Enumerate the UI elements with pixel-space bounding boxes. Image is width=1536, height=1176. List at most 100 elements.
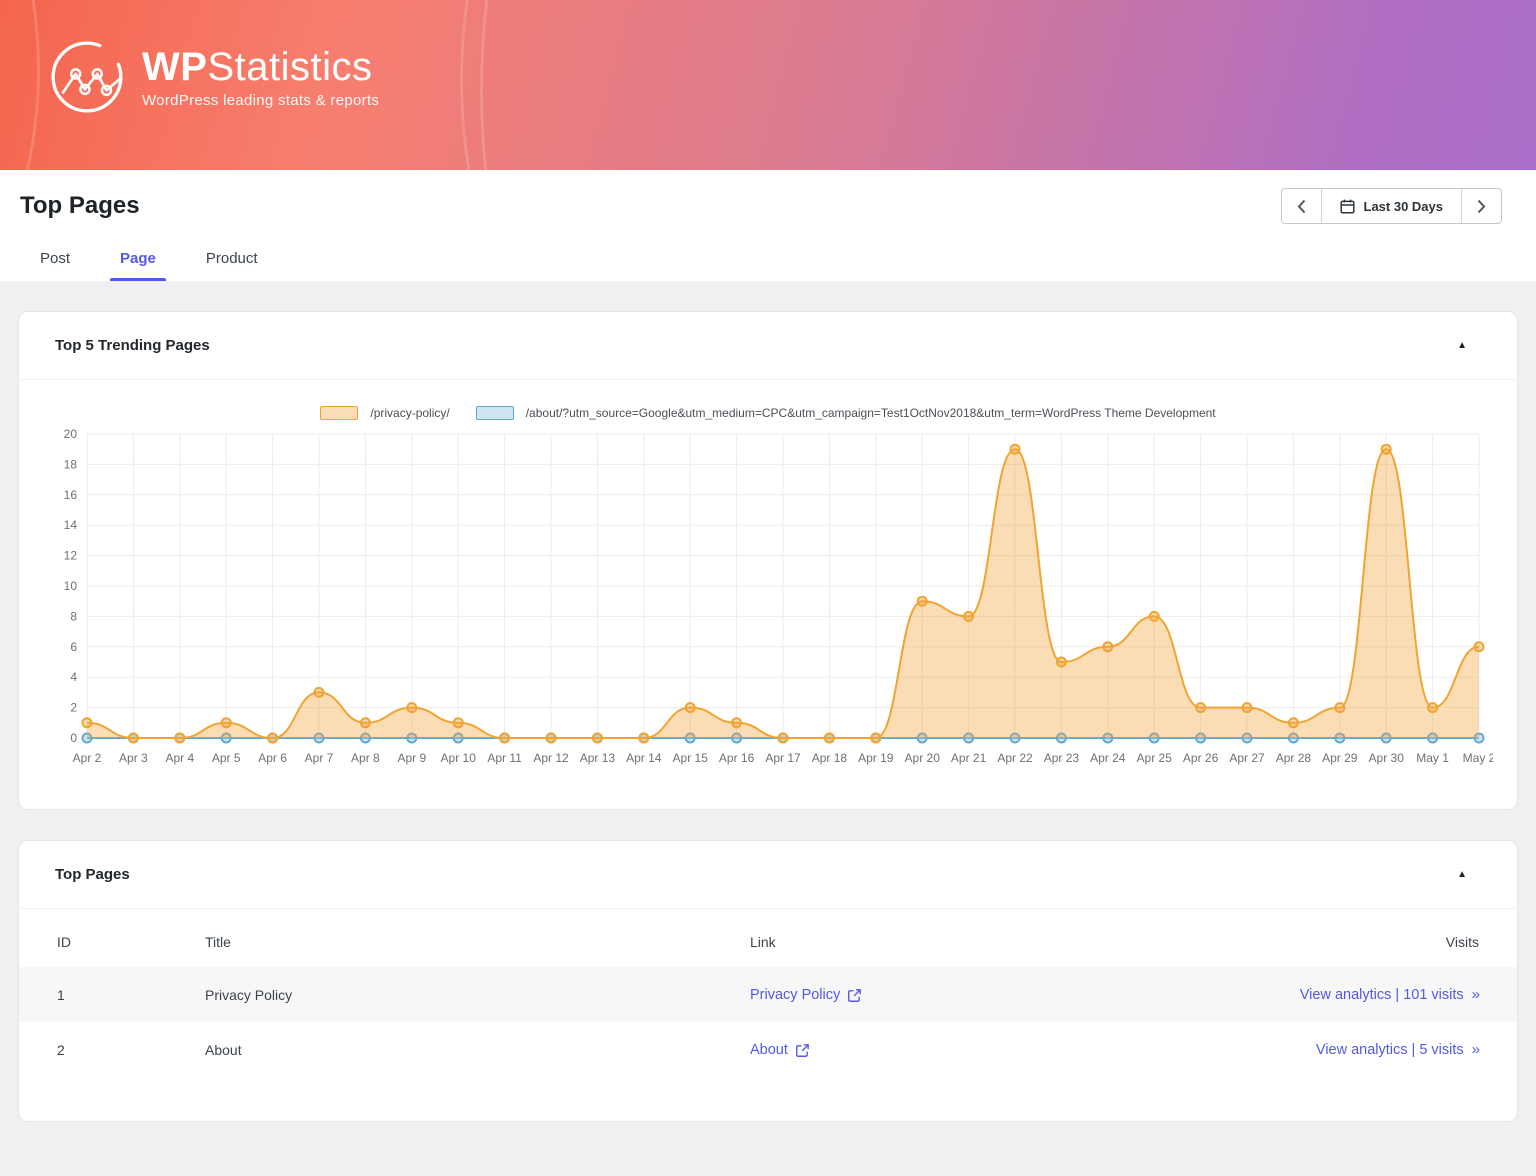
external-link-icon <box>848 988 862 1002</box>
legend-item[interactable]: /about/?utm_source=Google&utm_medium=CPC… <box>475 406 1216 420</box>
svg-text:Apr 28: Apr 28 <box>1276 751 1312 765</box>
page-link[interactable]: Privacy Policy <box>750 987 862 1003</box>
collapse-toggle-button[interactable]: ▲ <box>1443 336 1481 355</box>
main-content: Top 5 Trending Pages ▲ /privacy-policy//… <box>0 281 1536 1176</box>
view-analytics-link[interactable]: View analytics | 5 visits » <box>1315 1041 1480 1058</box>
svg-text:14: 14 <box>64 518 78 532</box>
cell-link: Privacy Policy <box>750 986 1219 1003</box>
calendar-icon <box>1339 199 1355 214</box>
svg-text:Apr 26: Apr 26 <box>1183 751 1219 765</box>
top-pages-table: ID Title Link Visits 1 Privacy Policy Privacy… <box>19 909 1517 1121</box>
svg-text:2: 2 <box>70 701 77 715</box>
svg-text:Apr 12: Apr 12 <box>533 751 569 765</box>
chart-legend: /privacy-policy/ /about/?utm_source=Googl… <box>41 406 1495 420</box>
svg-text:16: 16 <box>64 488 78 502</box>
date-prev-button[interactable] <box>1281 189 1322 223</box>
svg-text:4: 4 <box>70 670 77 684</box>
cell-id: 1 <box>57 986 65 1003</box>
logo-chart-icon <box>51 41 123 113</box>
svg-text:Apr 16: Apr 16 <box>719 751 755 765</box>
collapse-toggle-button[interactable]: ▲ <box>1443 865 1481 884</box>
table-card-title: Top Pages <box>55 866 130 883</box>
banner-decor-arc <box>0 0 40 170</box>
column-header-link: Link <box>750 934 776 950</box>
trending-card-title: Top 5 Trending Pages <box>55 337 210 354</box>
page-title: Top Pages <box>20 192 140 219</box>
svg-text:Apr 15: Apr 15 <box>673 751 709 765</box>
svg-text:Apr 29: Apr 29 <box>1322 751 1358 765</box>
double-chevron-icon: » <box>1471 986 1480 1004</box>
tab-product[interactable]: Product <box>205 250 258 267</box>
svg-text:Apr 18: Apr 18 <box>812 751 848 765</box>
cell-visits: View analytics | 5 visits » <box>1219 1041 1480 1058</box>
chart-canvas[interactable]: 0 2 4 6 8 10 12 14 16 18 20 Apr 2 Apr 3 Apr 4 Apr 5 Apr… <box>41 424 1496 781</box>
cell-visits: View analytics | 101 visits » <box>1219 986 1480 1004</box>
date-range-button[interactable]: Last 30 Days <box>1321 189 1461 223</box>
banner-decor-arc <box>460 0 1536 170</box>
table-row: 2 About About View analytics | 5 visits » <box>19 1022 1517 1077</box>
view-analytics-link[interactable]: View analytics | 101 visits » <box>1299 986 1480 1004</box>
legend-swatch-icon <box>475 406 514 420</box>
page-header: Top Pages Last 30 Days Post Page Product <box>0 170 1536 281</box>
top-pages-card: Top Pages ▲ ID Title Link Visits 1 Privacy P… <box>18 840 1518 1122</box>
svg-text:Apr 5: Apr 5 <box>212 751 241 765</box>
tab-post[interactable]: Post <box>40 250 71 267</box>
svg-text:Apr 11: Apr 11 <box>487 751 522 765</box>
cell-link: About <box>750 1041 1219 1058</box>
svg-text:Apr 7: Apr 7 <box>305 751 334 765</box>
trending-pages-card: Top 5 Trending Pages ▲ /privacy-policy//… <box>18 311 1518 810</box>
page-link-label: Privacy Policy <box>750 987 841 1003</box>
svg-text:Apr 30: Apr 30 <box>1369 751 1405 765</box>
page-link[interactable]: About <box>750 1042 809 1058</box>
legend-label: /about/?utm_source=Google&utm_medium=CPC… <box>525 406 1216 420</box>
svg-text:May 1: May 1 <box>1416 751 1449 765</box>
svg-text:Apr 3: Apr 3 <box>119 751 148 765</box>
svg-text:6: 6 <box>70 640 77 654</box>
content-type-tabs: Post Page Product <box>36 250 1516 281</box>
chevron-left-icon <box>1297 199 1305 213</box>
svg-text:Apr 25: Apr 25 <box>1137 751 1173 765</box>
legend-item[interactable]: /privacy-policy/ <box>320 406 450 420</box>
view-analytics-label: View analytics | 101 visits <box>1299 986 1464 1003</box>
legend-swatch-icon <box>320 406 359 420</box>
brand-name: WPStatistics <box>142 44 373 89</box>
svg-text:18: 18 <box>64 457 78 471</box>
svg-text:Apr 19: Apr 19 <box>858 751 894 765</box>
column-header-visits: Visits <box>1445 934 1479 950</box>
column-header-id: ID <box>57 934 71 950</box>
date-next-button[interactable] <box>1461 189 1501 223</box>
svg-text:Apr 8: Apr 8 <box>351 751 380 765</box>
table-body: 1 Privacy Policy Privacy Policy View analyt… <box>19 967 1517 1077</box>
svg-text:8: 8 <box>70 609 77 623</box>
svg-text:Apr 13: Apr 13 <box>580 751 616 765</box>
trending-chart: /privacy-policy/ /about/?utm_source=Googl… <box>19 380 1517 809</box>
svg-text:May 2: May 2 <box>1463 751 1493 765</box>
svg-text:20: 20 <box>64 427 78 441</box>
svg-text:10: 10 <box>64 579 78 593</box>
chevron-right-icon <box>1477 199 1486 213</box>
legend-label: /privacy-policy/ <box>370 406 450 420</box>
svg-text:Apr 14: Apr 14 <box>626 751 662 765</box>
svg-text:0: 0 <box>70 731 77 745</box>
svg-text:Apr 6: Apr 6 <box>258 751 287 765</box>
table-header-row: ID Title Link Visits <box>19 917 1517 967</box>
svg-text:Apr 22: Apr 22 <box>997 751 1033 765</box>
column-header-title: Title <box>205 934 231 950</box>
banner: WPStatistics WordPress leading stats & r… <box>0 0 1536 170</box>
svg-text:Apr 21: Apr 21 <box>951 751 987 765</box>
cell-title: Privacy Policy <box>205 986 293 1003</box>
external-link-icon <box>795 1043 809 1057</box>
svg-text:Apr 4: Apr 4 <box>165 751 194 765</box>
page-link-label: About <box>750 1042 788 1058</box>
brand-tagline: WordPress leading stats & reports <box>142 91 380 109</box>
table-row: 1 Privacy Policy Privacy Policy View analyt… <box>19 967 1517 1022</box>
svg-text:Apr 2: Apr 2 <box>73 751 102 765</box>
cell-title: About <box>205 1041 242 1058</box>
svg-text:Apr 20: Apr 20 <box>905 751 941 765</box>
svg-text:Apr 24: Apr 24 <box>1090 751 1126 765</box>
banner-decor-arc <box>480 0 1536 170</box>
view-analytics-label: View analytics | 5 visits <box>1315 1041 1464 1058</box>
wp-statistics-logo: WPStatistics WordPress leading stats & r… <box>48 38 379 116</box>
date-range-picker: Last 30 Days <box>1280 188 1502 224</box>
tab-page[interactable]: Page <box>110 250 166 281</box>
